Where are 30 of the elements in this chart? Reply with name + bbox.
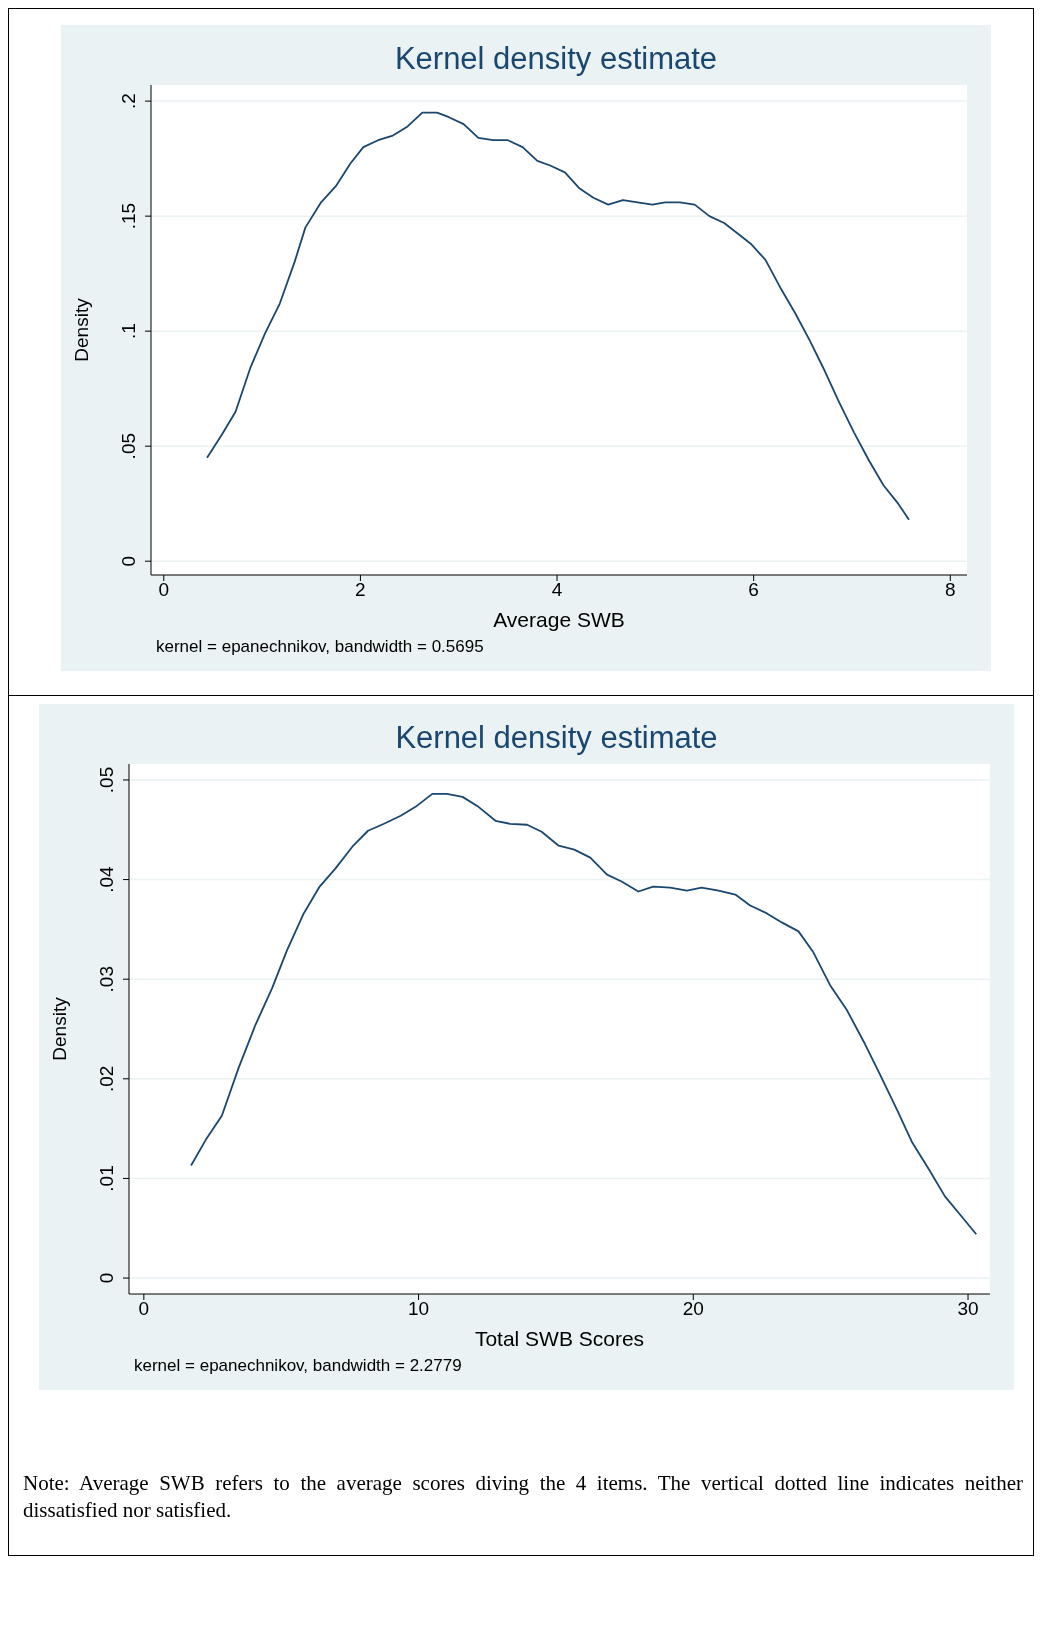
x-tick-label: 8: [945, 579, 956, 601]
chart-title: Kernel density estimate: [394, 720, 719, 756]
y-tick-label: .04: [96, 865, 117, 893]
text: Note: Average SWB refers to the average scores diving the 4 items. The vertical dotted line indicates neither dissatisfied nor satisfied.: [22, 1470, 1024, 1525]
y-tick-label: .01: [96, 1165, 117, 1192]
x-tick-label: 30: [957, 1298, 979, 1320]
x-tick-label: 6: [748, 579, 759, 601]
line-series: [206, 111, 910, 521]
y-tick-label: 0: [118, 555, 139, 567]
y-tick-label: .2: [118, 93, 139, 110]
y-axis-title: Density: [48, 996, 70, 1061]
y-tick-label: .1: [118, 323, 139, 340]
x-tick-label: 2: [355, 579, 366, 601]
x-tick-label: 20: [682, 1298, 704, 1320]
y-tick-label: .05: [118, 432, 139, 460]
y-tick-label: .03: [96, 965, 117, 993]
x-tick-label: 4: [551, 579, 563, 601]
y-axis-title: Density: [70, 297, 92, 362]
x-axis-title: Total SWB Scores: [474, 1327, 645, 1350]
y-tick-label: 0: [96, 1272, 117, 1284]
x-tick-label: 0: [158, 579, 170, 601]
y-tick-label: .15: [118, 202, 139, 230]
chart-title: Kernel density estimate: [393, 41, 719, 77]
y-tick-label: .02: [96, 1065, 117, 1093]
text: kernel = epanechnikov, bandwidth = 0.5695: [155, 637, 485, 657]
line-series: [190, 792, 978, 1236]
text: kernel = epanechnikov, bandwidth = 2.2779: [133, 1356, 463, 1376]
y-tick-label: .05: [96, 766, 117, 794]
x-axis-title: Average SWB: [493, 608, 625, 631]
x-tick-label: 10: [407, 1298, 430, 1320]
